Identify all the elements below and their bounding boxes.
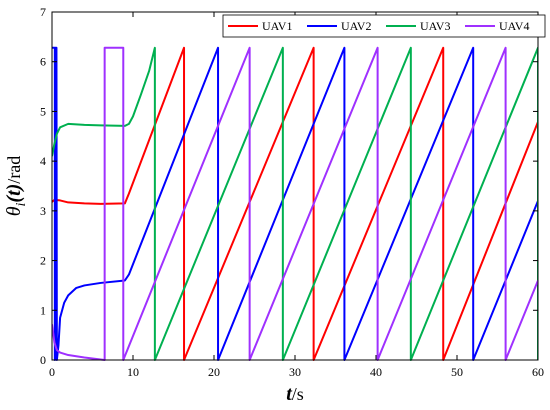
y-tick-label: 2 — [40, 254, 46, 268]
x-tick-label: 60 — [532, 365, 544, 379]
y-tick-label: 7 — [40, 5, 46, 19]
legend-label-1: UAV1 — [262, 19, 292, 33]
y-axis-title-unit: /rad — [4, 156, 24, 184]
x-axis-title: t/s — [286, 383, 304, 405]
legend-label-4: UAV4 — [499, 19, 529, 33]
y-tick-label: 1 — [40, 303, 46, 317]
legend-box — [222, 14, 546, 38]
x-tick-label: 20 — [208, 365, 220, 379]
legend: UAV1 UAV2 UAV3 UAV4 — [222, 14, 546, 38]
ticks-layer: 0 10 20 30 40 50 60 0 1 2 3 4 5 6 7 — [40, 5, 544, 379]
series-line-4 — [52, 46, 538, 361]
x-tick-label: 50 — [451, 365, 463, 379]
series-line-3 — [52, 46, 538, 361]
x-axis-title-unit: /s — [292, 384, 304, 404]
legend-label-3: UAV3 — [420, 19, 450, 33]
series-layer — [52, 46, 538, 361]
x-tick-label: 40 — [370, 365, 382, 379]
y-tick-label: 3 — [40, 204, 46, 218]
y-axis-title-subscript: i — [14, 202, 29, 206]
plot-frame — [51, 11, 539, 361]
y-axis-title-symbol: θ — [3, 206, 25, 216]
y-tick-label: 6 — [40, 55, 46, 69]
y-axis-title: θi(t)/rad — [3, 156, 29, 217]
x-axis-title-main: t — [286, 383, 293, 405]
series-line-1 — [52, 46, 538, 361]
y-axis-title-arg: (t) — [3, 184, 25, 203]
x-tick-label: 30 — [289, 365, 301, 379]
x-tick-label: 0 — [49, 365, 55, 379]
legend-label-2: UAV2 — [341, 19, 371, 33]
series-line-2 — [52, 46, 538, 361]
y-tick-label: 0 — [40, 353, 46, 367]
y-tick-label: 5 — [40, 104, 46, 118]
y-tick-label: 4 — [40, 154, 46, 168]
x-tick-label: 10 — [127, 365, 139, 379]
